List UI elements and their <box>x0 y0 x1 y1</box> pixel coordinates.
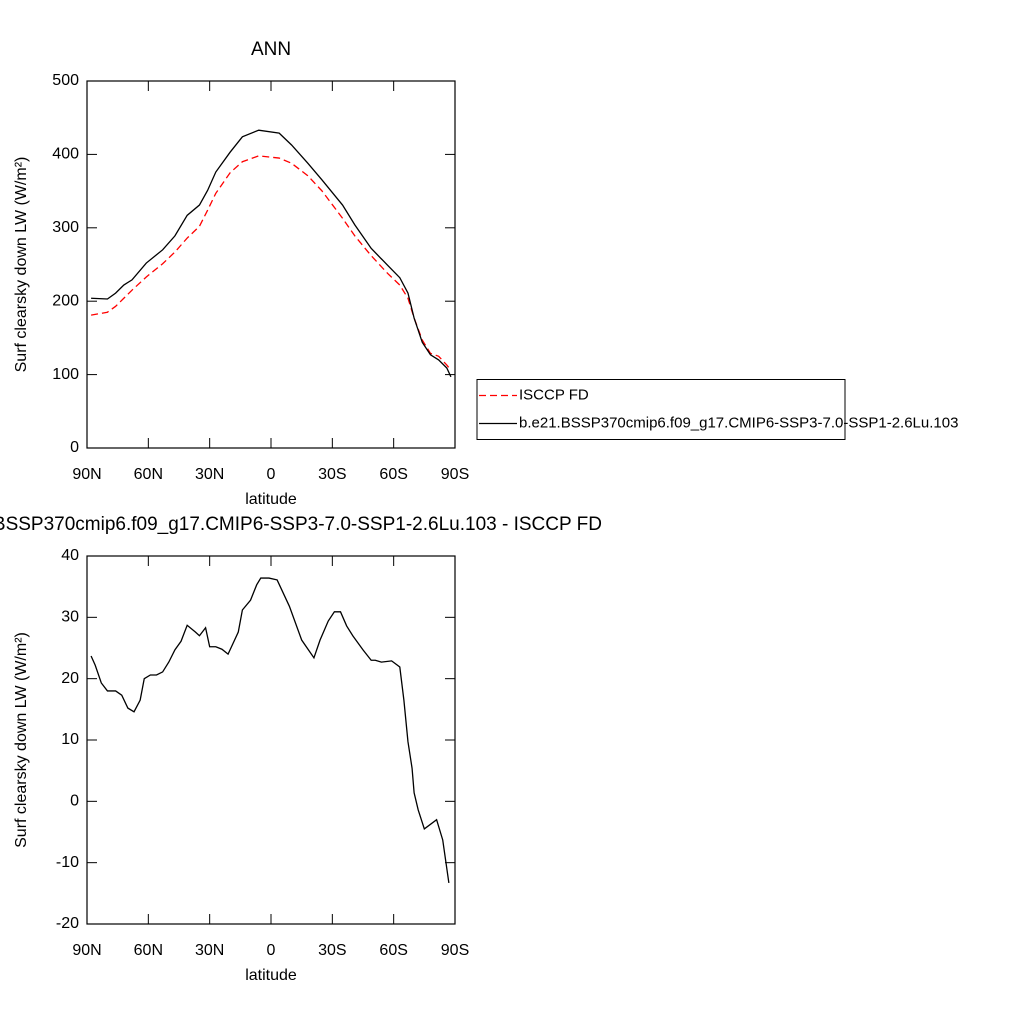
x-tick-label: 90S <box>441 466 469 483</box>
y-tick-label: 0 <box>70 439 79 456</box>
x-tick-label: 90S <box>441 942 469 959</box>
x-tick-label: 60N <box>134 466 163 483</box>
y-tick-label: -10 <box>56 854 79 871</box>
chart-title: b.e21.BSSP370cmip6.f09_g17.CMIP6-SSP3-7.… <box>0 514 602 535</box>
plot-frame <box>86 555 456 925</box>
x-tick-label: 60S <box>379 942 407 959</box>
x-tick-label: 0 <box>267 942 276 959</box>
y-tick-label: 300 <box>52 219 79 236</box>
x-tick-label: 60N <box>134 942 163 959</box>
y-tick-label: 400 <box>52 146 79 163</box>
y-tick-label: 200 <box>52 292 79 309</box>
y-tick-label: 40 <box>61 547 79 564</box>
x-tick-label: 90N <box>72 466 101 483</box>
x-tick-label: 30S <box>318 942 346 959</box>
x-axis-label: latitude <box>245 491 297 508</box>
y-tick-label: 100 <box>52 366 79 383</box>
x-tick-label: 90N <box>72 942 101 959</box>
y-tick-label: 30 <box>61 609 79 626</box>
x-tick-label: 30S <box>318 466 346 483</box>
y-tick-label: 500 <box>52 72 79 89</box>
data-line <box>91 129 452 378</box>
legend-box <box>476 379 846 440</box>
chart-title: ANN <box>251 39 291 60</box>
y-tick-label: 10 <box>61 731 79 748</box>
x-tick-label: 60S <box>379 466 407 483</box>
legend-label: b.e21.BSSP370cmip6.f09_g17.CMIP6-SSP3-7.… <box>519 414 958 431</box>
y-tick-label: -20 <box>56 915 79 932</box>
x-tick-label: 30N <box>195 942 224 959</box>
y-axis-label: Surf clearsky down LW (W/m²) <box>13 157 30 373</box>
y-tick-label: 20 <box>61 670 79 687</box>
data-line <box>90 577 450 883</box>
y-tick-label: 0 <box>70 793 79 810</box>
x-axis-label: latitude <box>245 967 297 984</box>
legend-label: ISCCP FD <box>519 386 589 403</box>
y-axis-label: Surf clearsky down LW (W/m²) <box>13 632 30 848</box>
plot-frame <box>86 80 456 449</box>
data-line <box>90 155 452 371</box>
x-tick-label: 30N <box>195 466 224 483</box>
x-tick-label: 0 <box>267 466 276 483</box>
